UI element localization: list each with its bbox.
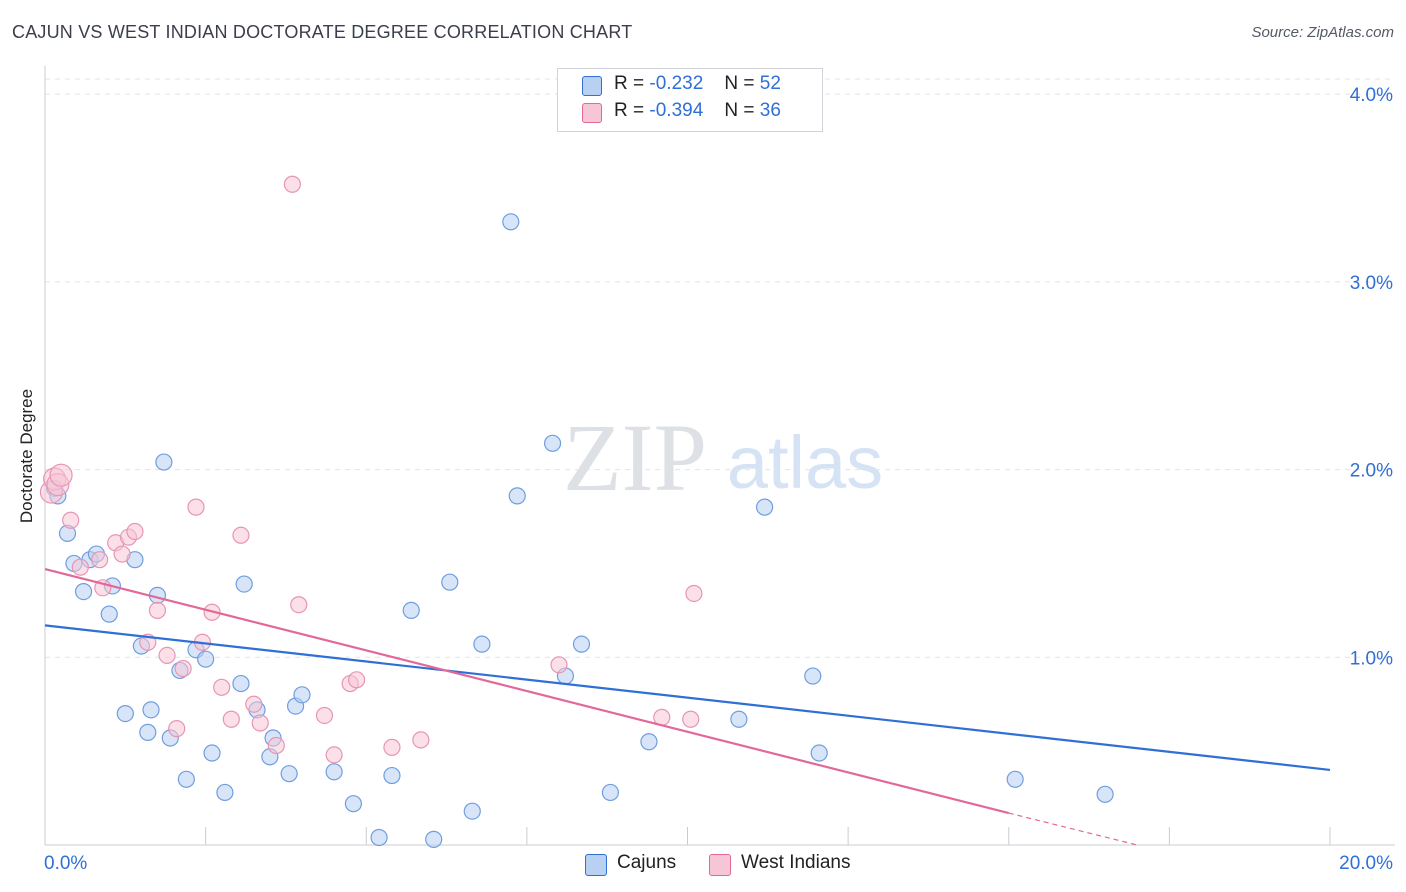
cajuns-point xyxy=(203,744,221,762)
cajuns-point xyxy=(344,795,362,813)
west-indians-point xyxy=(267,736,285,755)
west-indians-point xyxy=(348,671,366,689)
west-indians-point xyxy=(187,498,205,516)
y-tick-label: 4.0% xyxy=(1350,85,1393,106)
cajuns-point xyxy=(502,213,520,231)
cajuns-point xyxy=(139,723,157,741)
legend-swatch-cajuns xyxy=(585,854,607,876)
watermark-zip: ZIP xyxy=(563,404,707,511)
cajuns-point xyxy=(232,674,250,693)
cajuns-point xyxy=(425,830,443,848)
stats-n-value: 52 xyxy=(759,73,781,94)
cajuns-swatch xyxy=(582,76,602,96)
cajuns-point xyxy=(810,744,828,762)
y-tick-label: 3.0% xyxy=(1350,273,1393,294)
west-indians-point xyxy=(126,522,144,541)
west-indians-point xyxy=(283,175,301,193)
west-indians-point xyxy=(49,463,73,487)
cajuns-point xyxy=(216,783,234,802)
stats-n-label: N = xyxy=(724,100,755,121)
west-indians-point xyxy=(315,706,334,725)
cajuns-point xyxy=(280,765,298,783)
cajuns-point xyxy=(402,601,420,619)
stats-r-label: R = xyxy=(614,73,645,94)
cajuns-point xyxy=(508,487,526,505)
cajuns-point xyxy=(1006,770,1024,788)
cajuns-point xyxy=(155,453,173,471)
stats-box: R = -0.232 N = 52 R = -0.394 N = 36 xyxy=(557,68,823,132)
west-indians-point xyxy=(325,746,343,764)
west-indians-point xyxy=(412,731,430,749)
cajuns-trend-line xyxy=(44,624,1331,772)
cajuns-point xyxy=(572,635,591,653)
cajuns-point xyxy=(100,605,118,623)
west-indians-point xyxy=(168,720,186,738)
cajuns-point xyxy=(441,573,459,591)
legend-label-west-indians: West Indians xyxy=(741,852,851,873)
cajuns-point xyxy=(1096,785,1114,803)
legend-label-cajuns: Cajuns xyxy=(617,852,677,873)
stats-r-value: -0.394 xyxy=(649,100,704,121)
chart-title: CAJUN VS WEST INDIAN DOCTORATE DEGREE CO… xyxy=(12,22,633,42)
west-indians-point xyxy=(158,646,176,665)
west-indians-trend-extension xyxy=(1008,812,1138,846)
y-tick-label: 1.0% xyxy=(1350,648,1393,669)
west-indians-point xyxy=(232,526,250,544)
west-indians-point xyxy=(245,695,263,713)
cajuns-point xyxy=(370,828,388,847)
stats-r-value: -0.232 xyxy=(649,73,704,94)
y-tick-label: 2.0% xyxy=(1350,461,1393,482)
west-indians-point xyxy=(148,601,167,619)
cajuns-point xyxy=(601,783,620,802)
west-indians-point xyxy=(222,710,240,728)
stats-r-label: R = xyxy=(614,100,645,121)
west-indians-point xyxy=(383,738,401,756)
cajuns-point xyxy=(116,705,134,723)
west-indians-point xyxy=(682,710,700,728)
cajuns-point xyxy=(473,635,491,653)
west-indians-trend-line xyxy=(44,567,1010,815)
west-indians-point xyxy=(174,659,192,678)
west-indians-swatch xyxy=(582,103,602,123)
cajuns-point xyxy=(142,701,160,719)
west-indians-point xyxy=(290,596,308,614)
cajuns-point xyxy=(197,650,215,668)
cajuns-point xyxy=(804,667,822,685)
west-indians-point xyxy=(213,678,231,696)
west-indians-point xyxy=(550,656,568,674)
source-label: Source: ZipAtlas.com xyxy=(1251,24,1394,41)
x-tick-label: 20.0% xyxy=(1339,853,1393,874)
west-indians-point xyxy=(71,558,89,576)
watermark-atlas: atlas xyxy=(727,421,883,504)
stats-n-label: N = xyxy=(724,73,755,94)
west-indians-point xyxy=(251,714,269,732)
cajuns-point xyxy=(463,802,481,820)
cajuns-point xyxy=(74,582,93,601)
west-indians-point xyxy=(685,584,703,603)
cajuns-point xyxy=(543,434,562,452)
cajuns-point xyxy=(640,733,658,751)
cajuns-point xyxy=(177,770,195,788)
west-indians-point xyxy=(62,511,80,529)
cajuns-point xyxy=(383,766,401,785)
x-tick-label: 0.0% xyxy=(44,853,87,874)
legend-swatch-west-indians xyxy=(709,854,731,876)
west-indians-point xyxy=(113,545,131,563)
cajuns-point xyxy=(293,686,311,704)
cajuns-point xyxy=(755,498,774,516)
west-indians-point xyxy=(91,551,109,569)
stats-n-value: 36 xyxy=(759,100,781,121)
cajuns-point xyxy=(325,763,343,781)
cajuns-point xyxy=(730,710,748,728)
cajuns-point xyxy=(235,575,253,593)
